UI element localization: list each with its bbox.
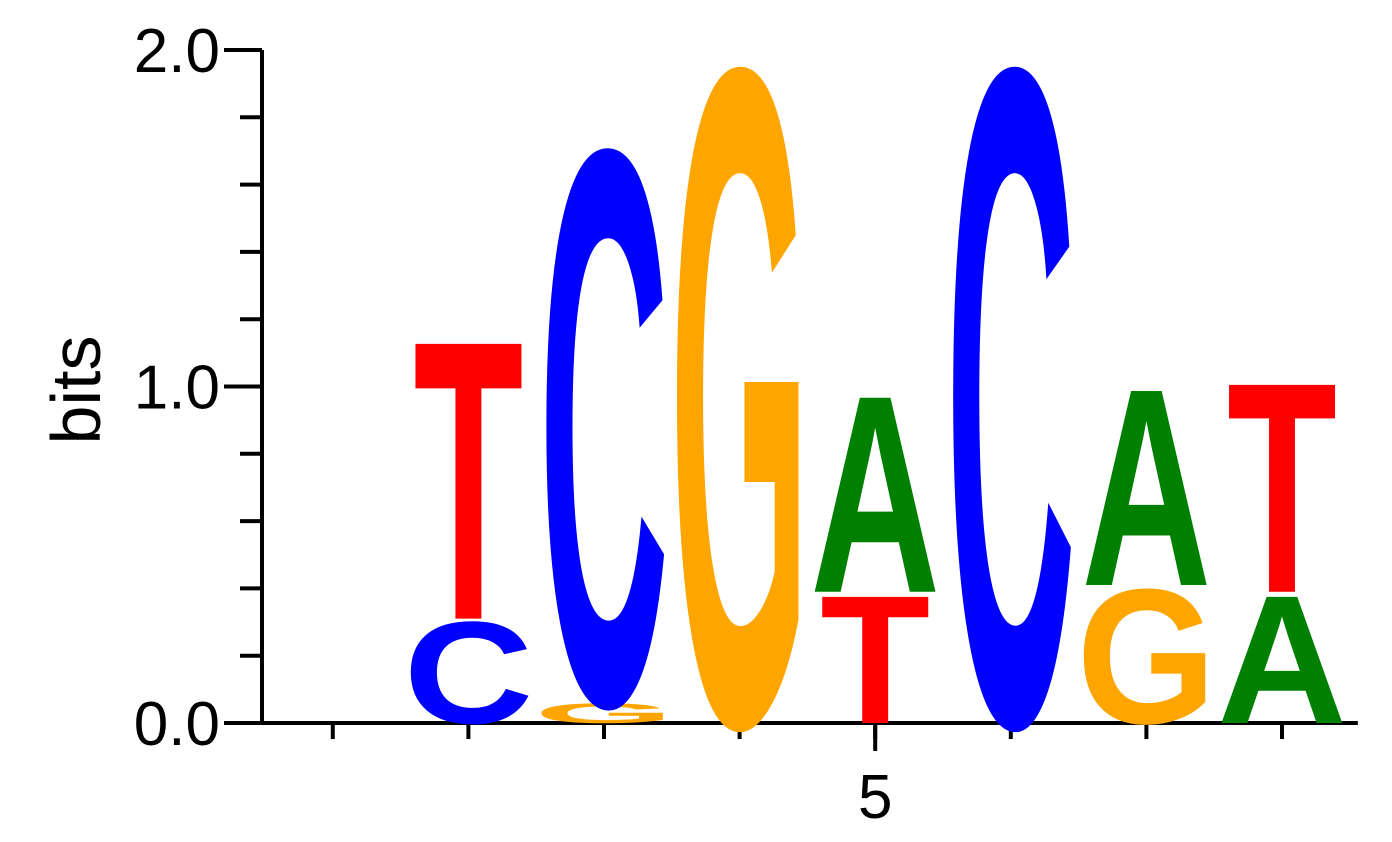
axes: 0.0 1.0 2.0 5 [134,17,1358,832]
logo-letter-g: G [1076,548,1216,764]
y-tick-label: 1.0 [134,354,220,423]
logo-letter-c: C [403,591,533,754]
logo-letter-c: C [946,0,1076,842]
y-tick-label: 0.0 [134,690,220,759]
logo-letter-a: A [1081,331,1211,646]
logo-letter-g: G [534,698,674,730]
y-axis-label: bits [37,336,115,445]
logo-letter-a: A [1217,559,1347,763]
x-tick-label: 5 [858,763,892,832]
logo-letter-c: C [539,0,669,842]
logo-letter-g: G [670,0,810,842]
logo-letter-t: T [820,559,930,763]
logo-letter-a: A [810,338,940,653]
logo-letter-t: T [1227,320,1337,656]
logo-letter-t: T [413,258,523,704]
y-tick-label: 2.0 [134,17,220,86]
